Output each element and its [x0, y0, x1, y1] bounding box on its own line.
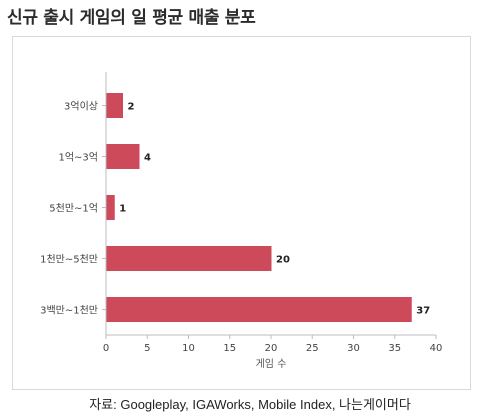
bar — [106, 93, 123, 118]
value-label: 4 — [144, 153, 151, 164]
chart-title: 신규 출시 게임의 일 평균 매출 분포 — [7, 8, 256, 28]
bar — [106, 297, 412, 322]
x-tick-label: 10 — [182, 343, 195, 354]
value-label: 20 — [276, 255, 290, 266]
x-tick-label: 35 — [388, 343, 401, 354]
x-tick-label: 15 — [223, 343, 236, 354]
chart-frame — [12, 36, 471, 390]
x-axis-title: 게임 수 — [256, 357, 287, 370]
source-note: 자료: Googleplay, IGAWorks, Mobile Index, … — [89, 397, 411, 412]
x-tick-label: 40 — [430, 343, 443, 354]
category-label: 1천만~5천만 — [40, 254, 98, 266]
x-tick-label: 20 — [265, 343, 278, 354]
category-label: 5천만~1억 — [49, 203, 98, 215]
bar — [106, 195, 115, 220]
bar-chart: 3억이상 2 1억~3억 4 5천만~1억 1 1천만~5천만 20 3백만~1천만 37 0 5 10… — [40, 72, 443, 370]
value-label: 1 — [119, 204, 126, 215]
bar — [106, 144, 140, 169]
x-tick-label: 30 — [347, 343, 360, 354]
value-label: 37 — [416, 306, 430, 317]
category-label: 3백만~1천만 — [40, 305, 98, 317]
category-label: 1억~3억 — [58, 152, 98, 164]
bar — [106, 246, 272, 271]
category-label: 3억이상 — [64, 101, 98, 113]
x-tick-label: 0 — [103, 343, 109, 354]
value-label: 2 — [128, 102, 135, 113]
x-tick-label: 25 — [306, 343, 319, 354]
x-tick-label: 5 — [144, 343, 150, 354]
